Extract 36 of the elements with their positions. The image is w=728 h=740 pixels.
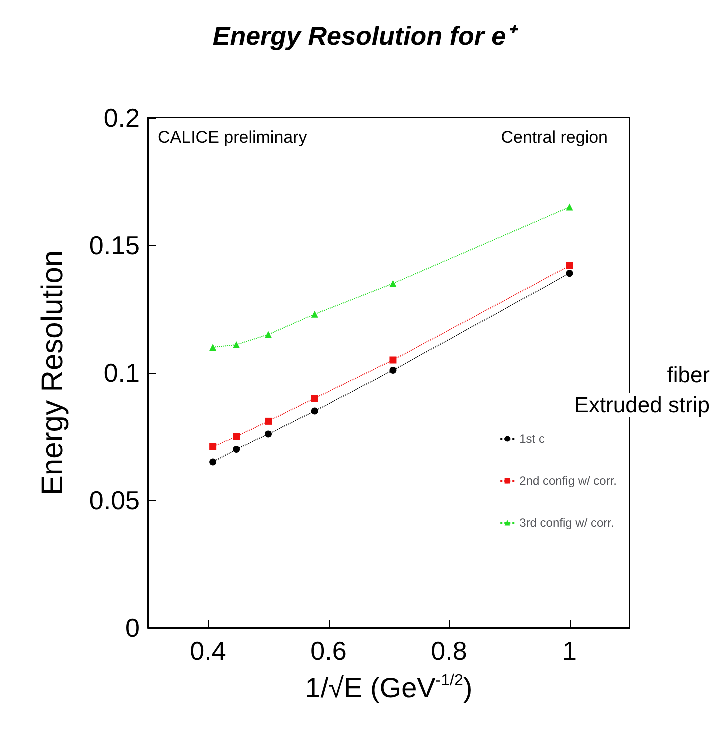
point (390, 280, 397, 288)
point (566, 204, 574, 211)
point (265, 430, 272, 438)
chart-title: Energy Resolution for e⁺ (212, 21, 520, 51)
x-tick-label: 1 (562, 636, 577, 666)
x-tick-label: 0.4 (190, 636, 226, 666)
point (233, 341, 240, 348)
point (566, 270, 574, 278)
point (566, 262, 574, 270)
legend-label: 3rd config w/ corr. (520, 516, 614, 530)
x-tick-label: 0.8 (431, 636, 468, 666)
y-tick-label: 0.15 (89, 230, 140, 260)
point (265, 331, 272, 338)
annotation: CALICE preliminary (158, 128, 308, 147)
point (265, 418, 272, 425)
legend-label: 1st c (520, 432, 545, 446)
y-tick-label: 0 (126, 613, 140, 643)
y-tick-label: 0.2 (104, 103, 140, 133)
point (311, 310, 318, 318)
x-tick-label: 0.6 (310, 636, 347, 666)
y-tick-label: 0.1 (104, 358, 140, 388)
point (311, 395, 318, 402)
legend-label: 2nd config w/ corr. (520, 474, 618, 488)
annotation: Extruded strip (574, 392, 710, 418)
y-tick-label: 0.05 (89, 486, 140, 516)
annotation: Central region (501, 128, 608, 147)
point (233, 433, 240, 440)
text: fiber (667, 362, 710, 388)
point (311, 408, 318, 415)
y-axis-title: Energy Resolution (36, 250, 70, 496)
point (390, 356, 397, 364)
point (210, 458, 217, 466)
point (390, 366, 397, 374)
point (233, 446, 240, 453)
point (210, 344, 217, 351)
point (210, 443, 217, 450)
